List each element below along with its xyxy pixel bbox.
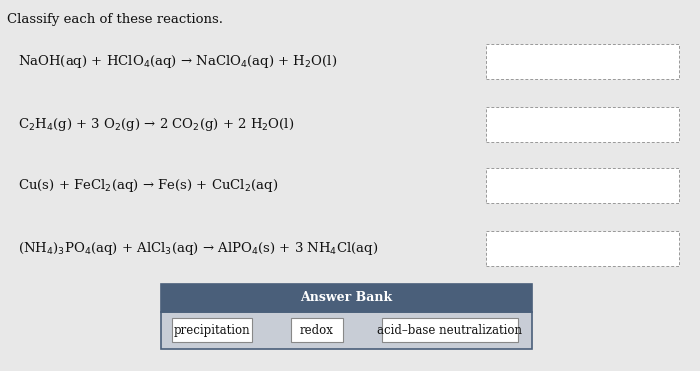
Bar	[161, 312, 532, 349]
Bar	[486, 231, 679, 266]
Bar	[382, 318, 518, 342]
Bar	[486, 168, 679, 203]
Text: Answer Bank: Answer Bank	[300, 291, 393, 304]
Bar	[486, 106, 679, 142]
Text: Classify each of these reactions.: Classify each of these reactions.	[7, 13, 223, 26]
Bar	[172, 318, 252, 342]
Text: (NH$_4$)$_3$PO$_4$(aq) + AlCl$_3$(aq) → AlPO$_4$(s) + 3 NH$_4$Cl(aq): (NH$_4$)$_3$PO$_4$(aq) + AlCl$_3$(aq) → …	[18, 240, 378, 257]
Text: C$_2$H$_4$(g) + 3 O$_2$(g) → 2 CO$_2$(g) + 2 H$_2$O(l): C$_2$H$_4$(g) + 3 O$_2$(g) → 2 CO$_2$(g)…	[18, 116, 294, 133]
Text: precipitation: precipitation	[174, 324, 250, 337]
Bar	[161, 284, 532, 312]
Text: Cu(s) + FeCl$_2$(aq) → Fe(s) + CuCl$_2$(aq): Cu(s) + FeCl$_2$(aq) → Fe(s) + CuCl$_2$(…	[18, 177, 278, 194]
Text: redox: redox	[300, 324, 334, 337]
Bar	[486, 44, 679, 79]
Bar	[290, 318, 343, 342]
Text: NaOH(aq) + HClO$_4$(aq) → NaClO$_4$(aq) + H$_2$O(l): NaOH(aq) + HClO$_4$(aq) → NaClO$_4$(aq) …	[18, 53, 337, 70]
Text: acid–base neutralization: acid–base neutralization	[377, 324, 522, 337]
